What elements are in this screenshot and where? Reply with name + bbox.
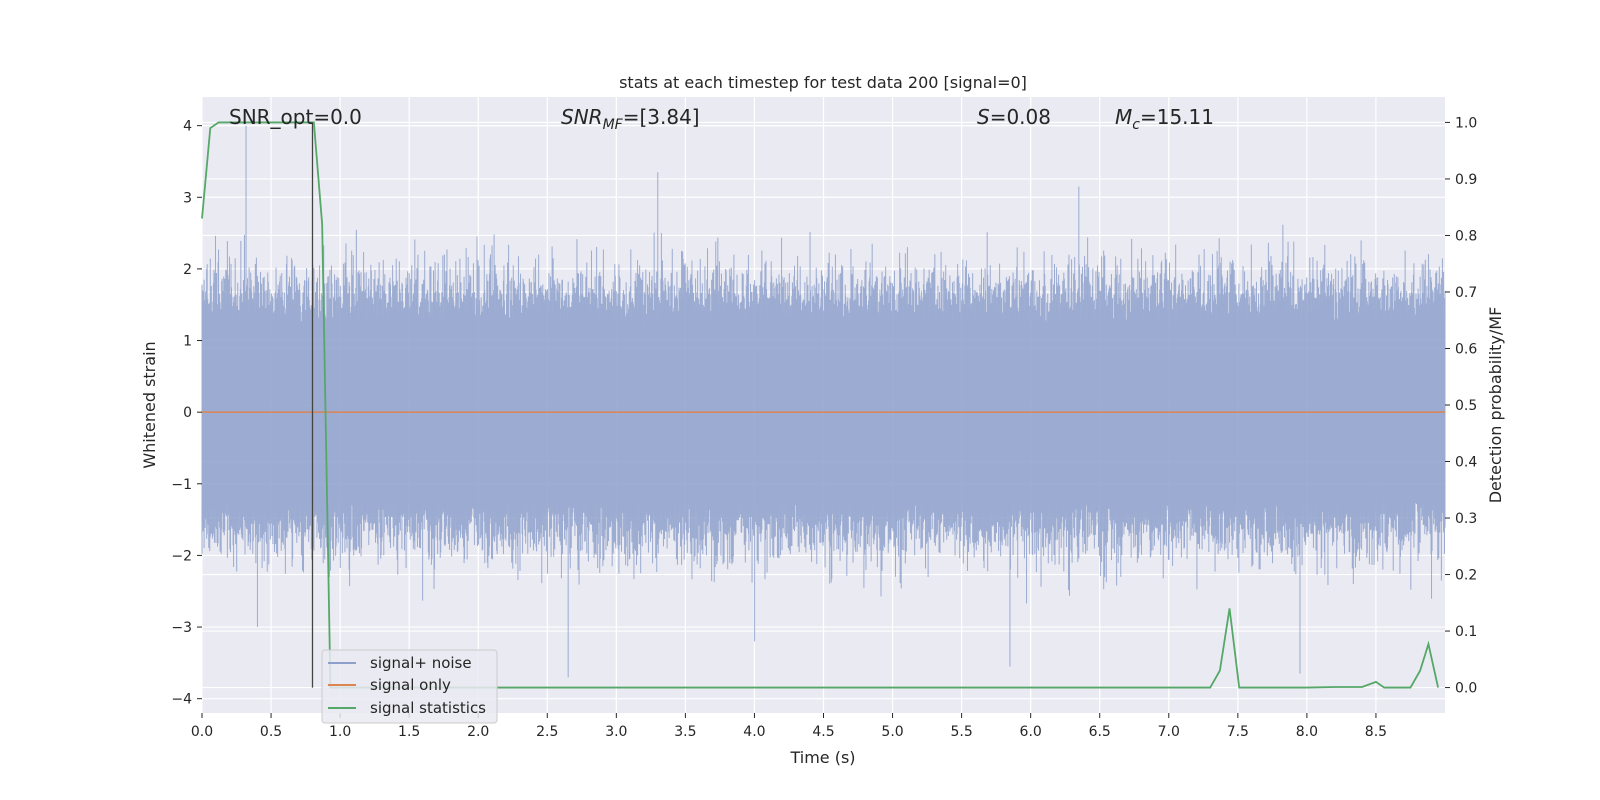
- s-value: =0.08: [990, 105, 1051, 129]
- x-tick-label: 5.5: [950, 724, 972, 740]
- snr-mf-subscript: MF: [603, 117, 624, 133]
- x-tick-label: 7.0: [1158, 724, 1180, 740]
- x-tick-label: 4.5: [812, 724, 834, 740]
- s-annotation: S=0.08: [977, 105, 1051, 129]
- s-symbol: S: [977, 105, 990, 129]
- snr-mf-value: =[3.84]: [623, 105, 700, 129]
- mc-subscript: c: [1132, 117, 1140, 133]
- snr-mf-symbol: SNR: [561, 105, 603, 129]
- y-right-tick-label: 0.0: [1455, 681, 1477, 697]
- y-right-tick-label: 0.5: [1455, 398, 1477, 414]
- y-right-tick-label: 0.1: [1455, 624, 1477, 640]
- chart-title: stats at each timestep for test data 200…: [619, 73, 1027, 92]
- y-tick-label: −3: [171, 620, 192, 636]
- y-right-tick-label: 0.7: [1455, 285, 1477, 301]
- y-tick-label: −2: [171, 548, 192, 564]
- x-tick-label: 8.5: [1365, 724, 1387, 740]
- legend-label-stats: signal statistics: [370, 699, 486, 717]
- y-right-tick-label: 0.4: [1455, 455, 1477, 471]
- mc-value: =15.11: [1140, 105, 1214, 129]
- x-tick-label: 6.5: [1089, 724, 1111, 740]
- y-right-tick-label: 1.0: [1455, 115, 1477, 131]
- x-tick-label: 0.0: [191, 724, 213, 740]
- y-tick-label: 3: [183, 190, 192, 206]
- y-right-tick-label: 0.9: [1455, 172, 1477, 188]
- x-tick-label: 3.0: [605, 724, 627, 740]
- y-tick-label: −4: [171, 692, 192, 708]
- mc-annotation: Mc=15.11: [1115, 105, 1214, 133]
- y-tick-label: 2: [183, 262, 192, 278]
- y-axis-right-label: Detection probability/MF: [1486, 307, 1505, 504]
- legend: signal+ noise signal only signal statist…: [321, 649, 498, 724]
- y-right-tick-label: 0.6: [1455, 341, 1477, 357]
- y-tick-label: 0: [183, 405, 192, 421]
- y-right-tick-label: 0.8: [1455, 228, 1477, 244]
- signal-statistics-line: [201, 121, 1439, 689]
- x-tick-label: 7.5: [1227, 724, 1249, 740]
- x-tick-label: 4.0: [743, 724, 765, 740]
- x-tick-label: 2.5: [536, 724, 558, 740]
- legend-box: [321, 649, 498, 724]
- x-tick-label: 2.0: [467, 724, 489, 740]
- y-axis-label: Whitened strain: [140, 341, 159, 468]
- y-tick-label: 1: [183, 334, 192, 350]
- y-right-tick-label: 0.3: [1455, 511, 1477, 527]
- legend-label-noise: signal+ noise: [370, 654, 472, 672]
- y-tick-label: 4: [183, 119, 192, 135]
- x-axis-label: Time (s): [789, 748, 855, 767]
- x-tick-label: 6.0: [1020, 724, 1042, 740]
- mc-symbol: M: [1115, 105, 1132, 129]
- snr-mf-annotation: SNRMF=[3.84]: [561, 105, 700, 133]
- legend-label-signal: signal only: [370, 676, 451, 694]
- signal-statistics-series: [201, 121, 1439, 689]
- y-tick-label: −1: [171, 477, 192, 493]
- x-tick-label: 8.0: [1296, 724, 1318, 740]
- x-tick-label: 1.0: [329, 724, 351, 740]
- x-tick-label: 0.5: [260, 724, 282, 740]
- y-axis-right-ticks: 1.0 0.9 0.8 0.7 0.6 0.5 0.4 0.3 0.2 0.1 0.0: [1445, 115, 1477, 697]
- y-right-tick-label: 0.2: [1455, 568, 1477, 584]
- x-tick-label: 1.5: [398, 724, 420, 740]
- y-axis-ticks: 4 3 2 1 0 −1 −2 −3 −4: [171, 119, 202, 708]
- x-axis-ticks: 0.0 0.5 1.0 1.5 2.0 2.5 3.0 3.5 4.0 4.5 5.0 5.5 6.0 6…: [191, 713, 1387, 740]
- snr-opt-annotation: SNR_opt=0.0: [229, 105, 362, 129]
- x-tick-label: 5.0: [881, 724, 903, 740]
- x-tick-label: 3.5: [674, 724, 696, 740]
